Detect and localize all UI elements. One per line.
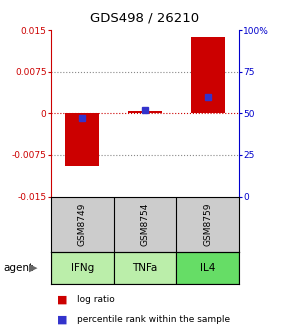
Text: ▶: ▶ [29, 263, 38, 273]
Text: ■: ■ [57, 315, 67, 325]
Text: IL4: IL4 [200, 263, 215, 273]
Bar [51, 252, 114, 284]
Text: TNFa: TNFa [132, 263, 158, 273]
Bar [191, 37, 225, 114]
Bar [128, 111, 162, 114]
Text: GSM8754: GSM8754 [140, 203, 150, 246]
Text: GDS498 / 26210: GDS498 / 26210 [90, 12, 200, 25]
Text: percentile rank within the sample: percentile rank within the sample [77, 316, 230, 325]
Text: agent: agent [3, 263, 33, 273]
Text: IFNg: IFNg [70, 263, 94, 273]
Bar [114, 252, 176, 284]
Text: GSM8749: GSM8749 [78, 203, 87, 246]
Bar [176, 252, 239, 284]
Text: ■: ■ [57, 295, 67, 305]
Text: GSM8759: GSM8759 [203, 203, 212, 246]
Bar [65, 114, 99, 166]
Text: log ratio: log ratio [77, 295, 115, 304]
